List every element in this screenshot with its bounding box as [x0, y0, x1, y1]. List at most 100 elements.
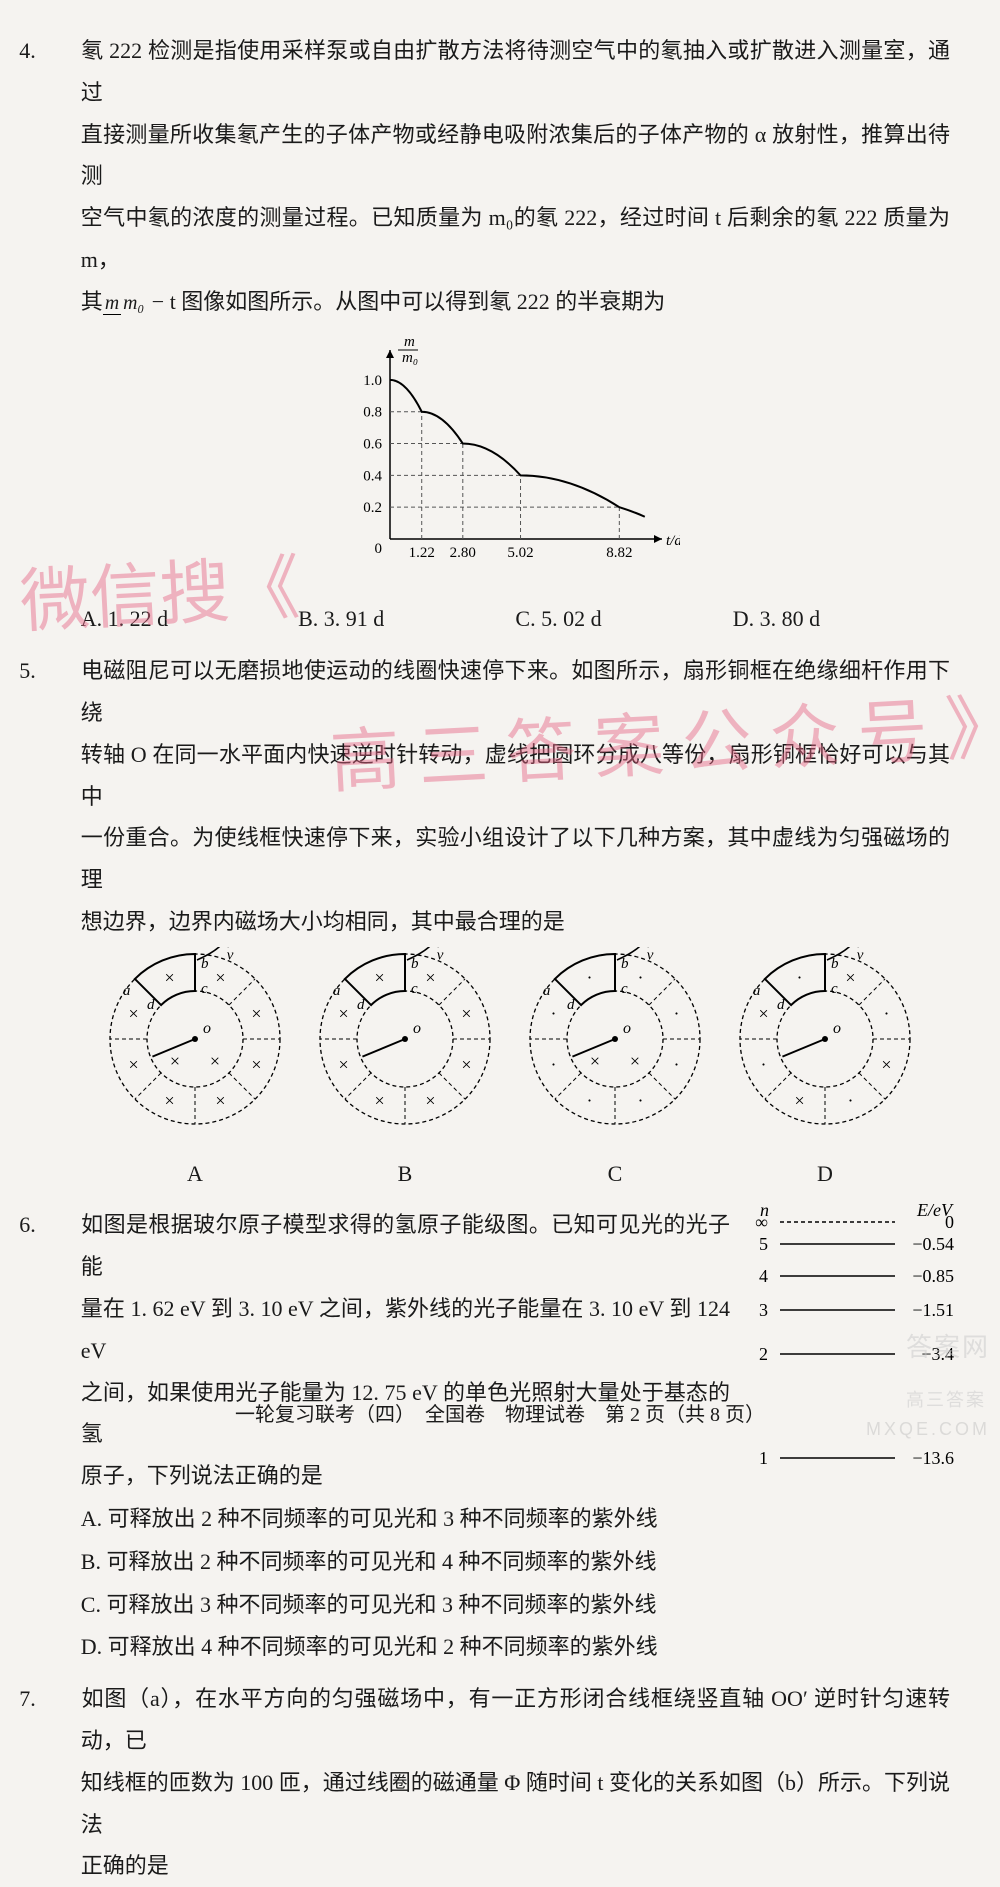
q5-line4: 想边界，边界内磁场大小均相同，其中最合理的是 — [81, 909, 565, 934]
svg-text:o: o — [413, 1020, 421, 1037]
q5-line1: 电磁阻尼可以无磨损地使运动的线圈快速停下来。如图所示，扇形铜框在绝缘细杆作用下绕 — [81, 658, 950, 725]
q6-line4: 原子，下列说法正确的是 — [81, 1463, 323, 1488]
q4-opt-d[interactable]: D. 3. 80 d — [733, 598, 950, 640]
svg-text:v: v — [437, 947, 444, 963]
q6-opt-b[interactable]: B. 可释放出 2 种不同频率的可见光和 4 种不同频率的紫外线 — [81, 1541, 730, 1583]
svg-text:t/d: t/d — [666, 533, 680, 549]
svg-text:×: × — [425, 1090, 435, 1110]
svg-text:1: 1 — [759, 1448, 768, 1468]
svg-text:×: × — [461, 1054, 471, 1074]
frac-den: m₀ — [121, 292, 146, 314]
svg-text:×: × — [164, 967, 174, 987]
q6-opt-d[interactable]: D. 可释放出 4 种不同频率的可见光和 2 种不同频率的紫外线 — [81, 1626, 730, 1668]
svg-text:d: d — [777, 997, 785, 1013]
q4-line4a: 其 — [81, 289, 103, 314]
q5-number: 5. — [50, 650, 81, 692]
svg-text:·: · — [761, 1054, 767, 1074]
q4-line4b: − t 图像如图所示。从图中可以得到氡 222 的半衰期为 — [146, 289, 665, 314]
q5-line2: 转轴 O 在同一水平面内快速逆时针转动，虚线把圆环分成八等份，扇形铜框恰好可以与… — [81, 742, 950, 809]
diagram-b: ××××××××oabcdv — [310, 947, 500, 1137]
svg-text:c: c — [621, 981, 628, 997]
svg-text:×: × — [590, 1051, 600, 1071]
svg-text:v: v — [647, 947, 654, 963]
svg-text:×: × — [881, 1054, 891, 1074]
svg-text:o: o — [203, 1020, 211, 1037]
svg-text:×: × — [374, 1090, 384, 1110]
svg-text:×: × — [128, 1003, 138, 1023]
svg-text:×: × — [338, 1054, 348, 1074]
q4-options: A. 1. 22 d B. 3. 91 d C. 5. 02 d D. 3. 8… — [50, 598, 950, 640]
q7-line3: 正确的是 — [81, 1853, 169, 1878]
q4-opt-b[interactable]: B. 3. 91 d — [298, 598, 515, 640]
label-d: D — [720, 1153, 930, 1195]
question-5: 5.电磁阻尼可以无磨损地使运动的线圈快速停下来。如图所示，扇形铜框在绝缘细杆作用… — [50, 650, 950, 1194]
svg-text:a: a — [543, 983, 551, 999]
svg-text:·: · — [673, 1054, 679, 1074]
svg-text:×: × — [170, 1051, 180, 1071]
q4-line1: 氡 222 检测是指使用采样泵或自由扩散方法将待测空气中的氡抽入或扩散进入测量室… — [81, 38, 950, 105]
svg-text:0.6: 0.6 — [363, 436, 382, 452]
svg-text:×: × — [164, 1090, 174, 1110]
svg-text:d: d — [567, 997, 575, 1013]
svg-text:×: × — [758, 1003, 768, 1023]
svg-text:o: o — [623, 1020, 631, 1037]
svg-text:0.4: 0.4 — [363, 468, 382, 484]
svg-text:d: d — [147, 997, 155, 1013]
svg-text:0.2: 0.2 — [363, 500, 382, 516]
q6-options: A. 可释放出 2 种不同频率的可见光和 3 种不同频率的紫外线 B. 可释放出… — [50, 1498, 730, 1668]
question-6: 6.如图是根据玻尔原子模型求得的氢原子能级图。已知可见光的光子能 量在 1. 6… — [50, 1204, 950, 1668]
svg-text:×: × — [794, 1090, 804, 1110]
decay-chart: mm₀t/d0.20.40.60.81.001.222.805.028.82 — [320, 329, 680, 579]
q4-number: 4. — [50, 30, 81, 72]
diagram-d: ×·×·×·×·oabcdv — [730, 947, 920, 1137]
svg-text:v: v — [227, 947, 234, 963]
svg-text:×: × — [845, 967, 855, 987]
svg-text:×: × — [251, 1003, 261, 1023]
svg-text:·: · — [847, 1090, 853, 1110]
svg-text:0: 0 — [945, 1212, 954, 1232]
svg-text:v: v — [857, 947, 864, 963]
label-b: B — [300, 1153, 510, 1195]
q6-opt-a[interactable]: A. 可释放出 2 种不同频率的可见光和 3 种不同频率的紫外线 — [81, 1498, 730, 1540]
diagram-c: ········××oabcdv — [520, 947, 710, 1137]
question-7: 7.如图（a），在水平方向的匀强磁场中，有一正方形闭合线框绕竖直轴 OO′ 逆时… — [50, 1678, 950, 1887]
q4-opt-c[interactable]: C. 5. 02 d — [515, 598, 732, 640]
svg-text:·: · — [637, 1090, 643, 1110]
svg-text:a: a — [123, 983, 131, 999]
svg-text:c: c — [201, 981, 208, 997]
svg-text:·: · — [673, 1003, 679, 1023]
q4-opt-a[interactable]: A. 1. 22 d — [81, 598, 298, 640]
q6-line1: 如图是根据玻尔原子模型求得的氢原子能级图。已知可见光的光子能 — [81, 1212, 730, 1279]
svg-text:·: · — [637, 967, 643, 987]
svg-text:·: · — [587, 1090, 593, 1110]
svg-text:1.22: 1.22 — [409, 545, 435, 561]
svg-text:4: 4 — [759, 1266, 768, 1286]
svg-text:d: d — [357, 997, 365, 1013]
watermark-br1: 答案网高三答案 — [906, 1323, 990, 1422]
svg-text:×: × — [215, 1090, 225, 1110]
q5-diagrams: ××××××××××oabcdvA ××××××××oabcdvB ······… — [50, 943, 950, 1195]
svg-text:5: 5 — [759, 1234, 768, 1254]
svg-text:×: × — [338, 1003, 348, 1023]
svg-text:2: 2 — [759, 1344, 768, 1364]
q6-opt-c[interactable]: C. 可释放出 3 种不同频率的可见光和 3 种不同频率的紫外线 — [81, 1584, 730, 1626]
q6-line2: 量在 1. 62 eV 到 3. 10 eV 之间，紫外线的光子能量在 3. 1… — [81, 1296, 730, 1363]
question-4: 4.氡 222 检测是指使用采样泵或自由扩散方法将待测空气中的氡抽入或扩散进入测… — [50, 30, 950, 640]
svg-text:×: × — [374, 967, 384, 987]
svg-text:−1.51: −1.51 — [912, 1300, 954, 1320]
svg-text:1.0: 1.0 — [363, 372, 382, 388]
svg-text:×: × — [251, 1054, 261, 1074]
q4-line2: 直接测量所收集氡产生的子体产物或经静电吸附浓集后的子体产物的 α 放射性，推算出… — [81, 122, 950, 189]
svg-text:0: 0 — [375, 541, 383, 557]
svg-text:3: 3 — [759, 1300, 768, 1320]
svg-text:0.8: 0.8 — [363, 404, 382, 420]
svg-text:×: × — [425, 967, 435, 987]
page-footer: 一轮复习联考（四） 全国卷 物理试卷 第 2 页（共 8 页） — [0, 1396, 1000, 1434]
q7-line2: 知线框的匝数为 100 匝，通过线圈的磁通量 Φ 随时间 t 变化的关系如图（b… — [81, 1770, 950, 1837]
svg-text:×: × — [215, 967, 225, 987]
svg-text:5.02: 5.02 — [507, 545, 533, 561]
svg-text:a: a — [333, 983, 341, 999]
svg-text:−0.85: −0.85 — [912, 1266, 954, 1286]
svg-text:·: · — [551, 1003, 557, 1023]
fraction-icon: mm₀ — [103, 293, 146, 315]
